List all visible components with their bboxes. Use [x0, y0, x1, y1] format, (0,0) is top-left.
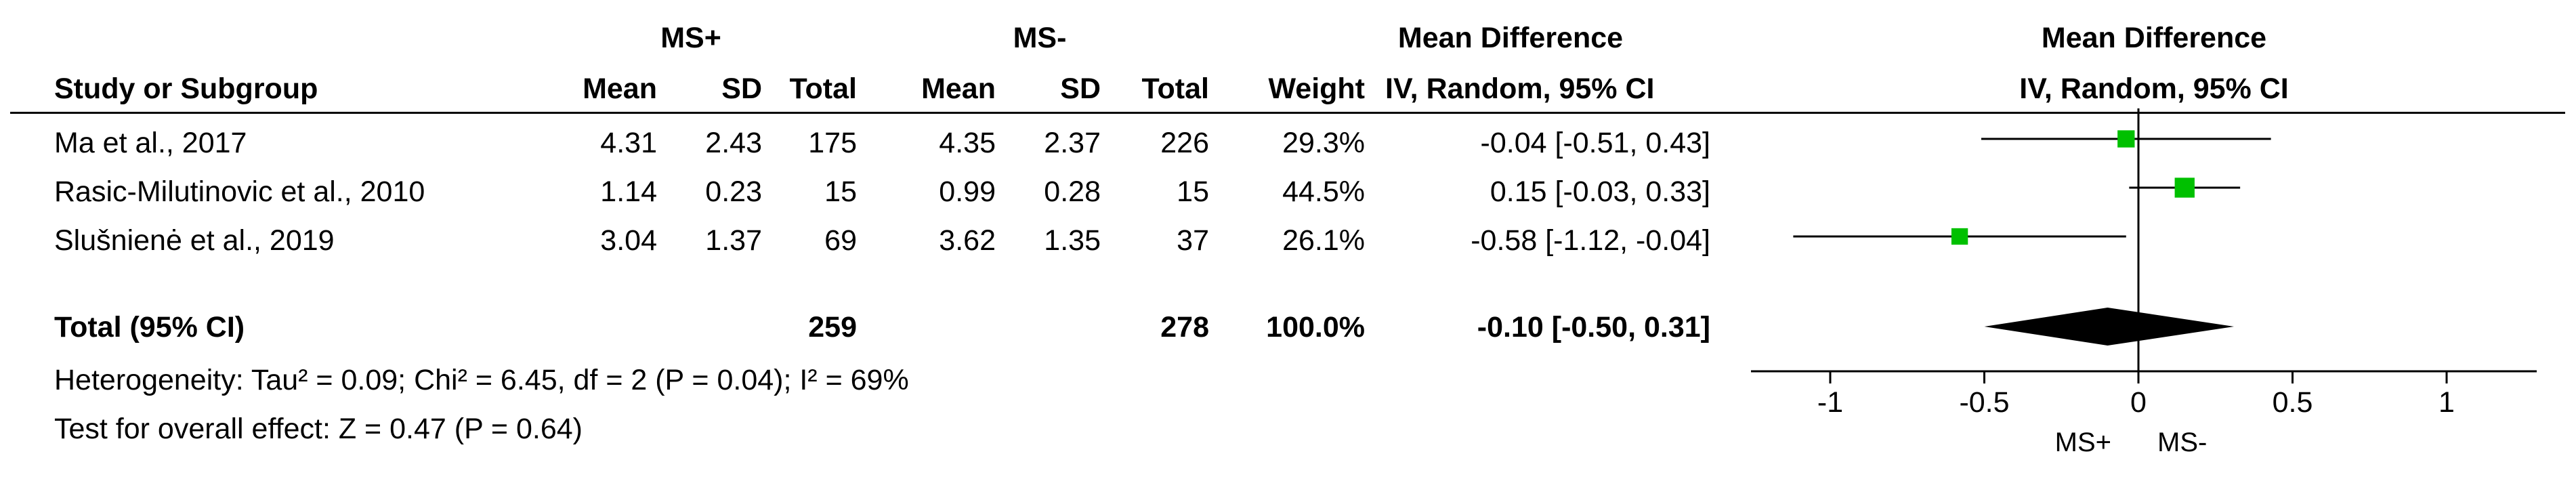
study-sd1: 1.37: [705, 224, 762, 257]
x-tick-label: 1: [2438, 386, 2455, 419]
study-mean2: 4.35: [939, 127, 996, 159]
study-mean1: 4.31: [600, 127, 657, 159]
study-sd1: 0.23: [705, 175, 762, 208]
header-separator: [10, 112, 2565, 114]
col-ci-header: IV, Random, 95% CI: [1385, 72, 1655, 105]
col-weight-header: Weight: [1268, 72, 1365, 105]
plot-subtitle: IV, Random, 95% CI: [2019, 72, 2289, 105]
study-mean2: 3.62: [939, 224, 996, 257]
col-mean1-header: Mean: [583, 72, 657, 105]
col-study-header: Study or Subgroup: [54, 72, 318, 105]
study-total1: 175: [808, 127, 857, 159]
study-mean1: 1.14: [600, 175, 657, 208]
total-n1: 259: [808, 311, 857, 343]
overall-effect-text: Test for overall effect: Z = 0.47 (P = 0…: [54, 413, 583, 445]
study-weight: 29.3%: [1282, 127, 1365, 159]
study-ci: 0.15 [-0.03, 0.33]: [1490, 175, 1710, 208]
study-weight: 26.1%: [1282, 224, 1365, 257]
study-total2: 37: [1177, 224, 1209, 257]
x-tick-label: 0: [2130, 386, 2147, 419]
col-mean2-header: Mean: [921, 72, 996, 105]
total-ci: -0.10 [-0.50, 0.31]: [1477, 311, 1710, 343]
x-tick-label: -1: [1817, 386, 1843, 419]
study-ci: -0.58 [-1.12, -0.04]: [1471, 224, 1710, 257]
study-total2: 15: [1177, 175, 1209, 208]
col-total1-header: Total: [789, 72, 857, 105]
study-name: Ma et al., 2017: [54, 127, 247, 159]
col-sd2-header: SD: [1060, 72, 1101, 105]
study-mean1: 3.04: [600, 224, 657, 257]
favours-right-label: MS-: [2157, 428, 2207, 457]
study-square: [1951, 228, 1968, 245]
heterogeneity-text: Heterogeneity: Tau² = 0.09; Chi² = 6.45,…: [54, 364, 909, 396]
study-name: Slušnienė et al., 2019: [54, 224, 335, 257]
study-square: [2117, 130, 2135, 148]
study-mean2: 0.99: [939, 175, 996, 208]
col-sd1-header: SD: [721, 72, 762, 105]
group2-header: MS-: [1013, 22, 1067, 54]
study-weight: 44.5%: [1282, 175, 1365, 208]
col-total2-header: Total: [1141, 72, 1209, 105]
total-n2: 278: [1160, 311, 1209, 343]
study-sd2: 1.35: [1044, 224, 1101, 257]
favours-left-label: MS+: [2055, 428, 2111, 457]
study-sd2: 2.37: [1044, 127, 1101, 159]
study-square: [2174, 178, 2195, 198]
study-total2: 226: [1160, 127, 1209, 159]
total-label: Total (95% CI): [54, 311, 245, 343]
study-total1: 15: [824, 175, 857, 208]
plot-title: Mean Difference: [2041, 22, 2267, 54]
total-weight: 100.0%: [1266, 311, 1365, 343]
study-total1: 69: [824, 224, 857, 257]
x-tick-label: 0.5: [2273, 386, 2313, 419]
x-tick-label: -0.5: [1959, 386, 2009, 419]
study-ci: -0.04 [-0.51, 0.43]: [1480, 127, 1710, 159]
study-name: Rasic-Milutinovic et al., 2010: [54, 175, 425, 208]
study-sd1: 2.43: [705, 127, 762, 159]
group1-header: MS+: [660, 22, 721, 54]
study-sd2: 0.28: [1044, 175, 1101, 208]
effect-header: Mean Difference: [1397, 22, 1624, 54]
pooled-diamond: [1984, 308, 2235, 346]
